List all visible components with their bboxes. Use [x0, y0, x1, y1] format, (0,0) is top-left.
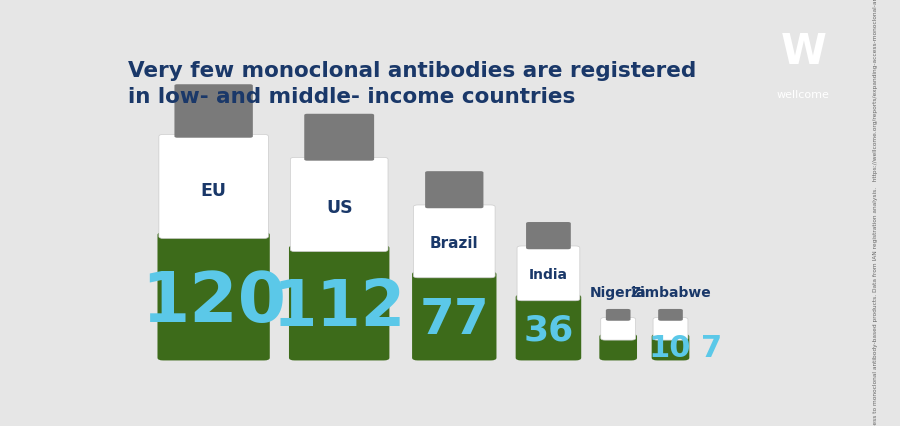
Text: Very few monoclonal antibodies are registered
in low- and middle- income countri: Very few monoclonal antibodies are regis… [128, 61, 696, 106]
Text: W: W [780, 32, 826, 73]
Text: EU: EU [201, 181, 227, 199]
Text: 36: 36 [523, 314, 573, 348]
FancyBboxPatch shape [291, 157, 388, 251]
FancyBboxPatch shape [653, 317, 688, 340]
FancyBboxPatch shape [289, 245, 390, 360]
FancyBboxPatch shape [526, 222, 571, 249]
FancyBboxPatch shape [599, 334, 637, 360]
FancyBboxPatch shape [517, 246, 580, 301]
Text: Zimbabwe: Zimbabwe [630, 286, 711, 300]
Text: 112: 112 [273, 277, 406, 340]
FancyBboxPatch shape [159, 135, 268, 239]
FancyBboxPatch shape [516, 294, 581, 360]
FancyBboxPatch shape [601, 317, 635, 340]
Text: 7: 7 [701, 334, 723, 363]
Text: 120: 120 [141, 269, 286, 336]
Text: 77: 77 [419, 296, 490, 344]
FancyBboxPatch shape [158, 232, 270, 360]
FancyBboxPatch shape [304, 114, 374, 161]
Text: wellcome: wellcome [777, 90, 830, 101]
Text: Brazil: Brazil [430, 236, 479, 251]
FancyBboxPatch shape [413, 205, 495, 278]
FancyBboxPatch shape [652, 334, 689, 360]
FancyBboxPatch shape [658, 309, 683, 321]
FancyBboxPatch shape [425, 171, 483, 208]
FancyBboxPatch shape [412, 271, 497, 360]
Text: Nigeria: Nigeria [590, 286, 646, 300]
FancyBboxPatch shape [175, 84, 253, 138]
Text: US: US [326, 199, 353, 217]
Text: India: India [529, 268, 568, 282]
FancyBboxPatch shape [606, 309, 631, 321]
Text: Sources: Expanding access to monoclonal antibody-based products. Data from IAN r: Sources: Expanding access to monoclonal … [873, 0, 878, 426]
Text: 10: 10 [649, 334, 691, 363]
